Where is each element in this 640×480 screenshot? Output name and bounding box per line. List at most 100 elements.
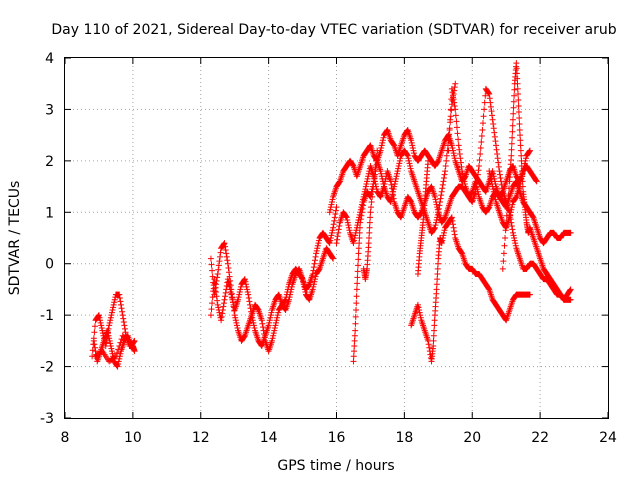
data-point xyxy=(457,159,464,166)
data-point xyxy=(451,231,458,238)
data-point xyxy=(220,300,227,307)
data-point xyxy=(512,242,519,249)
data-point xyxy=(334,233,341,240)
data-point xyxy=(117,350,124,357)
data-point xyxy=(91,344,98,351)
data-point xyxy=(356,240,363,247)
data-point xyxy=(455,136,462,143)
data-point xyxy=(442,168,449,175)
data-point xyxy=(473,180,480,187)
data-point xyxy=(451,103,458,109)
data-point xyxy=(217,249,224,256)
data-point xyxy=(110,304,117,311)
data-point xyxy=(329,227,336,234)
data-point xyxy=(305,282,312,289)
data-point xyxy=(243,283,250,290)
data-point xyxy=(373,157,380,164)
data-point xyxy=(435,209,442,216)
data-point xyxy=(99,327,106,334)
data-point xyxy=(459,170,466,177)
data-point xyxy=(404,151,411,158)
data-point xyxy=(442,163,449,169)
data-point xyxy=(233,322,240,329)
data-point xyxy=(352,320,359,327)
data-point xyxy=(119,308,126,315)
x-tick-label: 14 xyxy=(260,430,278,446)
data-point xyxy=(237,286,244,293)
data-point xyxy=(367,214,374,221)
data-point xyxy=(359,205,366,212)
data-point xyxy=(122,329,129,336)
data-point xyxy=(314,245,321,252)
data-point xyxy=(369,193,376,200)
data-point xyxy=(356,224,363,231)
data-point xyxy=(274,312,281,319)
data-point xyxy=(310,264,317,271)
data-point xyxy=(249,314,256,321)
y-tick-label: 3 xyxy=(45,102,54,118)
data-point xyxy=(327,206,334,213)
data-point xyxy=(248,312,255,319)
data-point xyxy=(313,247,320,254)
data-point xyxy=(356,235,363,241)
data-point xyxy=(477,151,484,157)
data-point xyxy=(454,130,461,137)
data-point xyxy=(219,307,226,313)
data-point xyxy=(331,214,338,221)
data-point xyxy=(508,140,515,147)
y-tick-label: 0 xyxy=(45,257,54,273)
data-point xyxy=(438,192,445,199)
data-point xyxy=(456,146,463,153)
data-point xyxy=(343,213,350,220)
data-point xyxy=(288,283,295,290)
data-point xyxy=(326,240,333,247)
data-point xyxy=(434,214,441,221)
data-point xyxy=(432,222,439,229)
data-point xyxy=(509,229,516,236)
y-tick-label: 2 xyxy=(45,154,54,170)
data-point xyxy=(354,280,361,287)
y-axis-label: SDTVAR / TECUs xyxy=(7,181,23,296)
data-point xyxy=(353,300,360,307)
data-point xyxy=(330,255,337,262)
data-point xyxy=(449,89,456,96)
data-point xyxy=(417,312,424,319)
data-point xyxy=(408,137,415,144)
data-point xyxy=(567,296,574,303)
data-point xyxy=(218,317,225,324)
data-point xyxy=(110,301,117,308)
data-point xyxy=(486,168,493,175)
data-point xyxy=(273,317,280,324)
data-point xyxy=(379,178,386,185)
data-point xyxy=(115,358,122,365)
data-point xyxy=(414,301,421,308)
data-point xyxy=(456,151,463,157)
data-point xyxy=(334,236,341,243)
data-point xyxy=(271,325,278,331)
data-point xyxy=(438,188,445,195)
data-point xyxy=(509,201,516,208)
data-point xyxy=(222,289,229,296)
data-point xyxy=(396,160,403,167)
data-point xyxy=(509,134,516,141)
data-point xyxy=(212,284,219,291)
data-point xyxy=(516,183,523,190)
data-point xyxy=(222,247,229,253)
data-point xyxy=(501,242,508,249)
data-point xyxy=(215,262,222,269)
data-point xyxy=(119,312,126,319)
data-point xyxy=(329,196,336,203)
data-point xyxy=(116,291,123,298)
data-point xyxy=(513,65,520,72)
data-point xyxy=(91,323,98,330)
data-point xyxy=(522,157,529,164)
data-point xyxy=(267,312,274,319)
data-point xyxy=(487,173,494,180)
series-arc-9 xyxy=(408,214,533,365)
data-point xyxy=(499,185,506,192)
data-point xyxy=(490,125,497,132)
data-point xyxy=(106,335,113,342)
data-point xyxy=(97,319,104,326)
data-point xyxy=(509,122,516,129)
data-point xyxy=(345,222,352,229)
